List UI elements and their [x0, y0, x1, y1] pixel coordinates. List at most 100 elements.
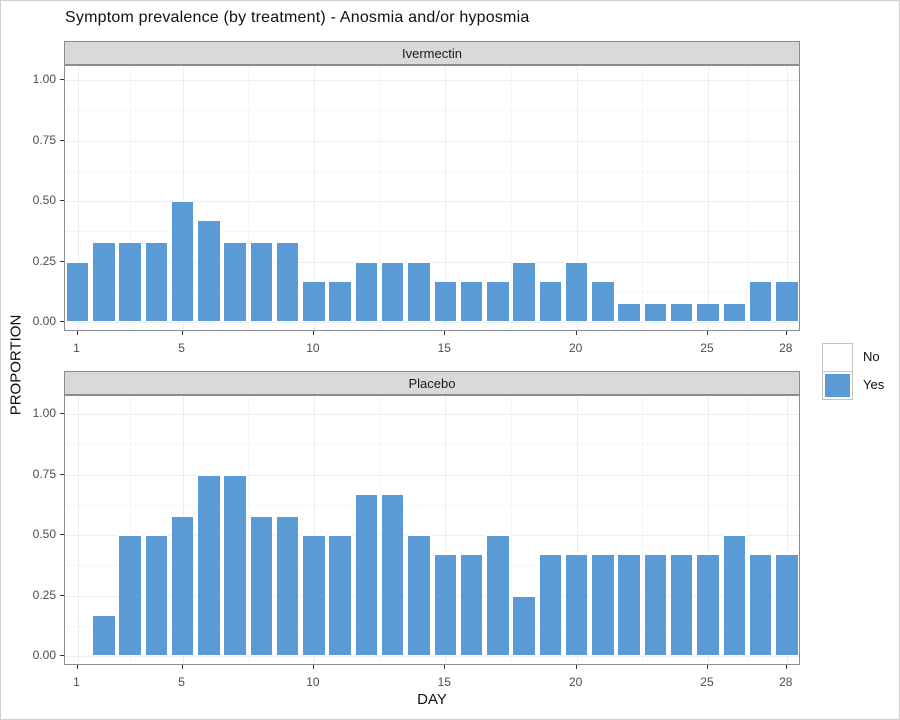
gridline: [65, 140, 799, 142]
bar: [118, 535, 142, 656]
x-tick-label: 15: [437, 675, 451, 689]
bar: [564, 261, 589, 322]
tick-mark: [706, 331, 708, 335]
bar: [118, 242, 142, 322]
panel-placebo: [64, 395, 800, 665]
y-tick-label: 1.00: [32, 72, 56, 86]
facet-strip-label: Placebo: [408, 375, 456, 391]
gridline: [65, 261, 799, 263]
tick-mark: [60, 139, 64, 141]
tick-mark: [181, 331, 183, 335]
tick-mark: [181, 665, 183, 669]
y-tick-label: 0.00: [32, 648, 56, 662]
tick-mark: [60, 260, 64, 262]
tick-mark: [60, 413, 64, 414]
bar: [643, 554, 668, 656]
y-tick-label: 0.25: [32, 253, 56, 268]
bar: [512, 261, 536, 322]
gridline: [747, 66, 749, 330]
tick-mark: [60, 79, 64, 80]
bar: [407, 535, 431, 656]
tick-mark: [785, 665, 787, 669]
gridline: [65, 565, 799, 567]
facet-strip-placebo: Placebo: [64, 371, 800, 395]
tick-mark: [575, 331, 577, 335]
tick-mark: [76, 665, 78, 669]
bar: [170, 515, 195, 656]
gridline: [65, 291, 799, 293]
gridline: [379, 66, 381, 330]
gridline: [576, 66, 578, 330]
x-tick-label: 20: [568, 341, 583, 355]
gridline: [379, 396, 381, 664]
gridline: [248, 66, 250, 330]
bar: [92, 242, 116, 322]
bar: [275, 515, 300, 656]
bar: [617, 554, 641, 656]
bar: [380, 261, 405, 322]
facet-strip-ivermectin: Ivermectin: [64, 41, 800, 65]
gridline: [65, 414, 799, 415]
tick-mark: [444, 331, 446, 335]
bar: [170, 201, 195, 322]
bar: [617, 302, 641, 322]
gridline: [313, 396, 315, 664]
facet-strip-label: Ivermectin: [402, 45, 462, 61]
x-tick-label: 1: [73, 675, 80, 689]
gridline: [65, 535, 799, 536]
bar: [249, 242, 274, 322]
tick-mark: [60, 534, 64, 535]
gridline: [510, 396, 512, 664]
bar: [302, 280, 326, 322]
bar: [249, 515, 274, 656]
gridline: [248, 396, 250, 664]
gridline: [130, 396, 132, 664]
gridline: [65, 170, 799, 172]
bar: [328, 280, 352, 322]
gridline: [707, 66, 709, 330]
bar: [748, 554, 773, 656]
bar: [538, 554, 563, 656]
y-tick-label: 0.25: [32, 587, 56, 602]
x-tick-label: 20: [568, 675, 583, 689]
bar: [275, 242, 300, 322]
gridline: [65, 231, 799, 233]
gridline: [130, 66, 132, 330]
gridline: [786, 66, 788, 330]
y-tick-label: 0.75: [32, 466, 56, 481]
x-tick-label: 1: [73, 341, 80, 355]
tick-mark: [60, 321, 64, 322]
gridline: [747, 396, 749, 664]
bar: [144, 535, 169, 656]
bar: [433, 280, 458, 322]
bar: [512, 595, 536, 656]
tick-mark: [785, 331, 787, 335]
legend-key-no: [822, 343, 853, 372]
x-tick-label: 25: [700, 341, 714, 355]
tick-mark: [575, 665, 577, 669]
gridline: [65, 595, 799, 597]
bar: [197, 474, 221, 656]
tick-mark: [706, 665, 708, 669]
x-tick-label: 15: [437, 341, 451, 355]
y-tick-label: 1.00: [32, 406, 56, 420]
bar: [380, 493, 405, 656]
panel-ivermectin: [64, 65, 800, 331]
bar: [486, 280, 510, 322]
gridline: [65, 656, 799, 657]
y-tick-label: 0.50: [32, 527, 56, 541]
bar: [302, 535, 326, 656]
bar: [696, 554, 720, 656]
tick-mark: [312, 665, 314, 669]
gridline: [65, 625, 799, 627]
tick-mark: [60, 594, 64, 596]
bar: [775, 280, 799, 322]
gridline: [707, 396, 709, 664]
y-tick-label: 0.50: [32, 193, 56, 207]
bar: [722, 302, 746, 322]
gridline: [642, 66, 644, 330]
legend-label-yes: Yes: [863, 377, 885, 392]
gridline: [65, 201, 799, 202]
bar: [197, 220, 221, 322]
